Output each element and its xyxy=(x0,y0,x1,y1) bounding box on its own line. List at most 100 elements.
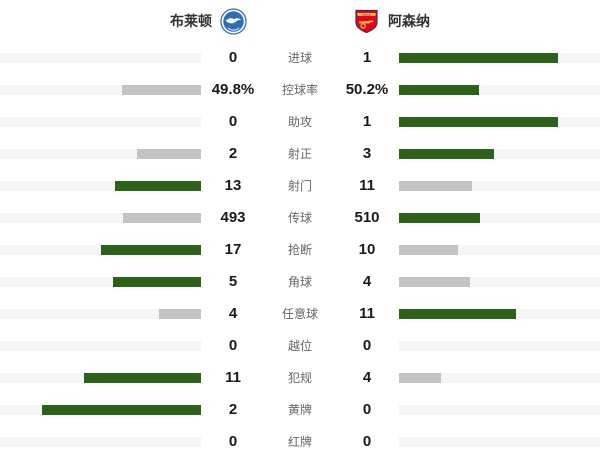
away-stat-value: 50.2% xyxy=(345,81,389,98)
home-stat-value: 2 xyxy=(228,145,238,162)
home-stat-bar xyxy=(0,138,201,170)
home-stat-value: 0 xyxy=(228,49,238,66)
home-stat-bar xyxy=(0,362,201,394)
home-stat-bar xyxy=(0,426,201,458)
stat-label: 任意球 xyxy=(281,307,318,321)
home-stat-bar xyxy=(0,170,201,202)
stat-row: 4 任意球 11 xyxy=(0,298,600,330)
away-stat-value: 4 xyxy=(362,273,372,290)
away-stat-bar xyxy=(399,362,600,394)
away-stat-bar xyxy=(399,202,600,234)
away-bar-track xyxy=(399,341,600,351)
stat-label: 射正 xyxy=(287,147,312,161)
stat-label: 犯规 xyxy=(287,371,312,385)
svg-text:Arsenal: Arsenal xyxy=(362,13,371,16)
away-bar-fill xyxy=(399,181,472,191)
stat-row: 0 红牌 0 xyxy=(0,426,600,458)
home-stat-bar xyxy=(0,74,201,106)
stat-label: 传球 xyxy=(287,211,312,225)
away-bar-track xyxy=(399,213,600,223)
away-stat-value: 510 xyxy=(354,209,380,226)
home-stat-value: 493 xyxy=(220,209,246,226)
away-bar-fill xyxy=(399,53,558,63)
home-stat-value: 49.8% xyxy=(211,81,255,98)
stat-label: 进球 xyxy=(287,51,312,65)
stat-label: 越位 xyxy=(287,339,312,353)
home-bar-track xyxy=(0,149,201,159)
home-stat-bar xyxy=(0,106,201,138)
away-stat-value: 1 xyxy=(362,113,372,130)
away-stat-value: 3 xyxy=(362,145,372,162)
home-bar-track xyxy=(0,437,201,447)
stat-row: 17 抢断 10 xyxy=(0,234,600,266)
home-team-name: 布莱顿 xyxy=(170,13,212,29)
stat-row: 0 进球 1 xyxy=(0,42,600,74)
home-bar-track xyxy=(0,309,201,319)
away-stat-value: 11 xyxy=(359,305,375,322)
away-stat-bar xyxy=(399,170,600,202)
away-bar-fill xyxy=(399,373,441,383)
away-stat-bar xyxy=(399,394,600,426)
away-bar-fill xyxy=(399,213,480,223)
stat-row: 493 传球 510 xyxy=(0,202,600,234)
home-team-header[interactable]: 布莱顿 xyxy=(0,7,300,35)
away-stat-bar xyxy=(399,330,600,362)
home-bar-fill xyxy=(159,309,201,319)
home-stat-bar xyxy=(0,266,201,298)
brighton-crest-icon xyxy=(220,7,247,35)
away-stat-bar xyxy=(399,42,600,74)
home-bar-fill xyxy=(123,213,201,223)
stat-row: 2 黄牌 0 xyxy=(0,394,600,426)
stat-label: 射门 xyxy=(287,179,312,193)
stat-row: 0 越位 0 xyxy=(0,330,600,362)
home-stat-bar xyxy=(0,234,201,266)
home-stat-value: 0 xyxy=(228,113,238,130)
away-team-name: 阿森纳 xyxy=(388,13,430,29)
home-bar-fill xyxy=(101,245,201,255)
away-team-header[interactable]: Arsenal 阿森纳 xyxy=(300,8,600,35)
home-stat-value: 5 xyxy=(228,273,238,290)
away-stat-value: 0 xyxy=(362,433,372,450)
home-bar-fill xyxy=(113,277,201,287)
away-stat-bar xyxy=(399,266,600,298)
home-bar-fill xyxy=(122,85,201,95)
home-stat-value: 17 xyxy=(224,241,242,258)
home-stat-bar xyxy=(0,42,201,74)
home-bar-track xyxy=(0,341,201,351)
away-bar-fill xyxy=(399,117,558,127)
away-stat-bar xyxy=(399,298,600,330)
away-stat-bar xyxy=(399,426,600,458)
home-stat-bar xyxy=(0,394,201,426)
match-header: 布莱顿 Arsenal xyxy=(0,0,600,42)
home-bar-fill xyxy=(84,373,201,383)
stat-label: 抢断 xyxy=(287,243,312,257)
stat-label: 控球率 xyxy=(281,83,318,97)
home-stat-value: 0 xyxy=(228,337,238,354)
stat-row: 11 犯规 4 xyxy=(0,362,600,394)
home-bar-fill xyxy=(137,149,201,159)
away-bar-track xyxy=(399,405,600,415)
away-stat-bar xyxy=(399,138,600,170)
away-bar-track xyxy=(399,373,600,383)
away-bar-fill xyxy=(399,277,470,287)
home-stat-value: 2 xyxy=(228,401,238,418)
home-bar-fill xyxy=(42,405,201,415)
away-stat-bar xyxy=(399,74,600,106)
home-stat-value: 4 xyxy=(228,305,238,322)
away-stat-value: 1 xyxy=(362,49,372,66)
home-bar-track xyxy=(0,53,201,63)
stat-label: 角球 xyxy=(287,275,312,289)
stat-label: 红牌 xyxy=(287,435,312,449)
away-bar-track xyxy=(399,245,600,255)
away-stat-value: 4 xyxy=(362,369,372,386)
home-bar-track xyxy=(0,213,201,223)
away-bar-track xyxy=(399,149,600,159)
away-stat-bar xyxy=(399,234,600,266)
home-stat-value: 11 xyxy=(225,369,241,386)
home-stat-bar xyxy=(0,202,201,234)
home-bar-track xyxy=(0,85,201,95)
away-bar-fill xyxy=(399,85,479,95)
home-bar-fill xyxy=(115,181,201,191)
away-stat-value: 11 xyxy=(359,177,375,194)
away-bar-track xyxy=(399,85,600,95)
